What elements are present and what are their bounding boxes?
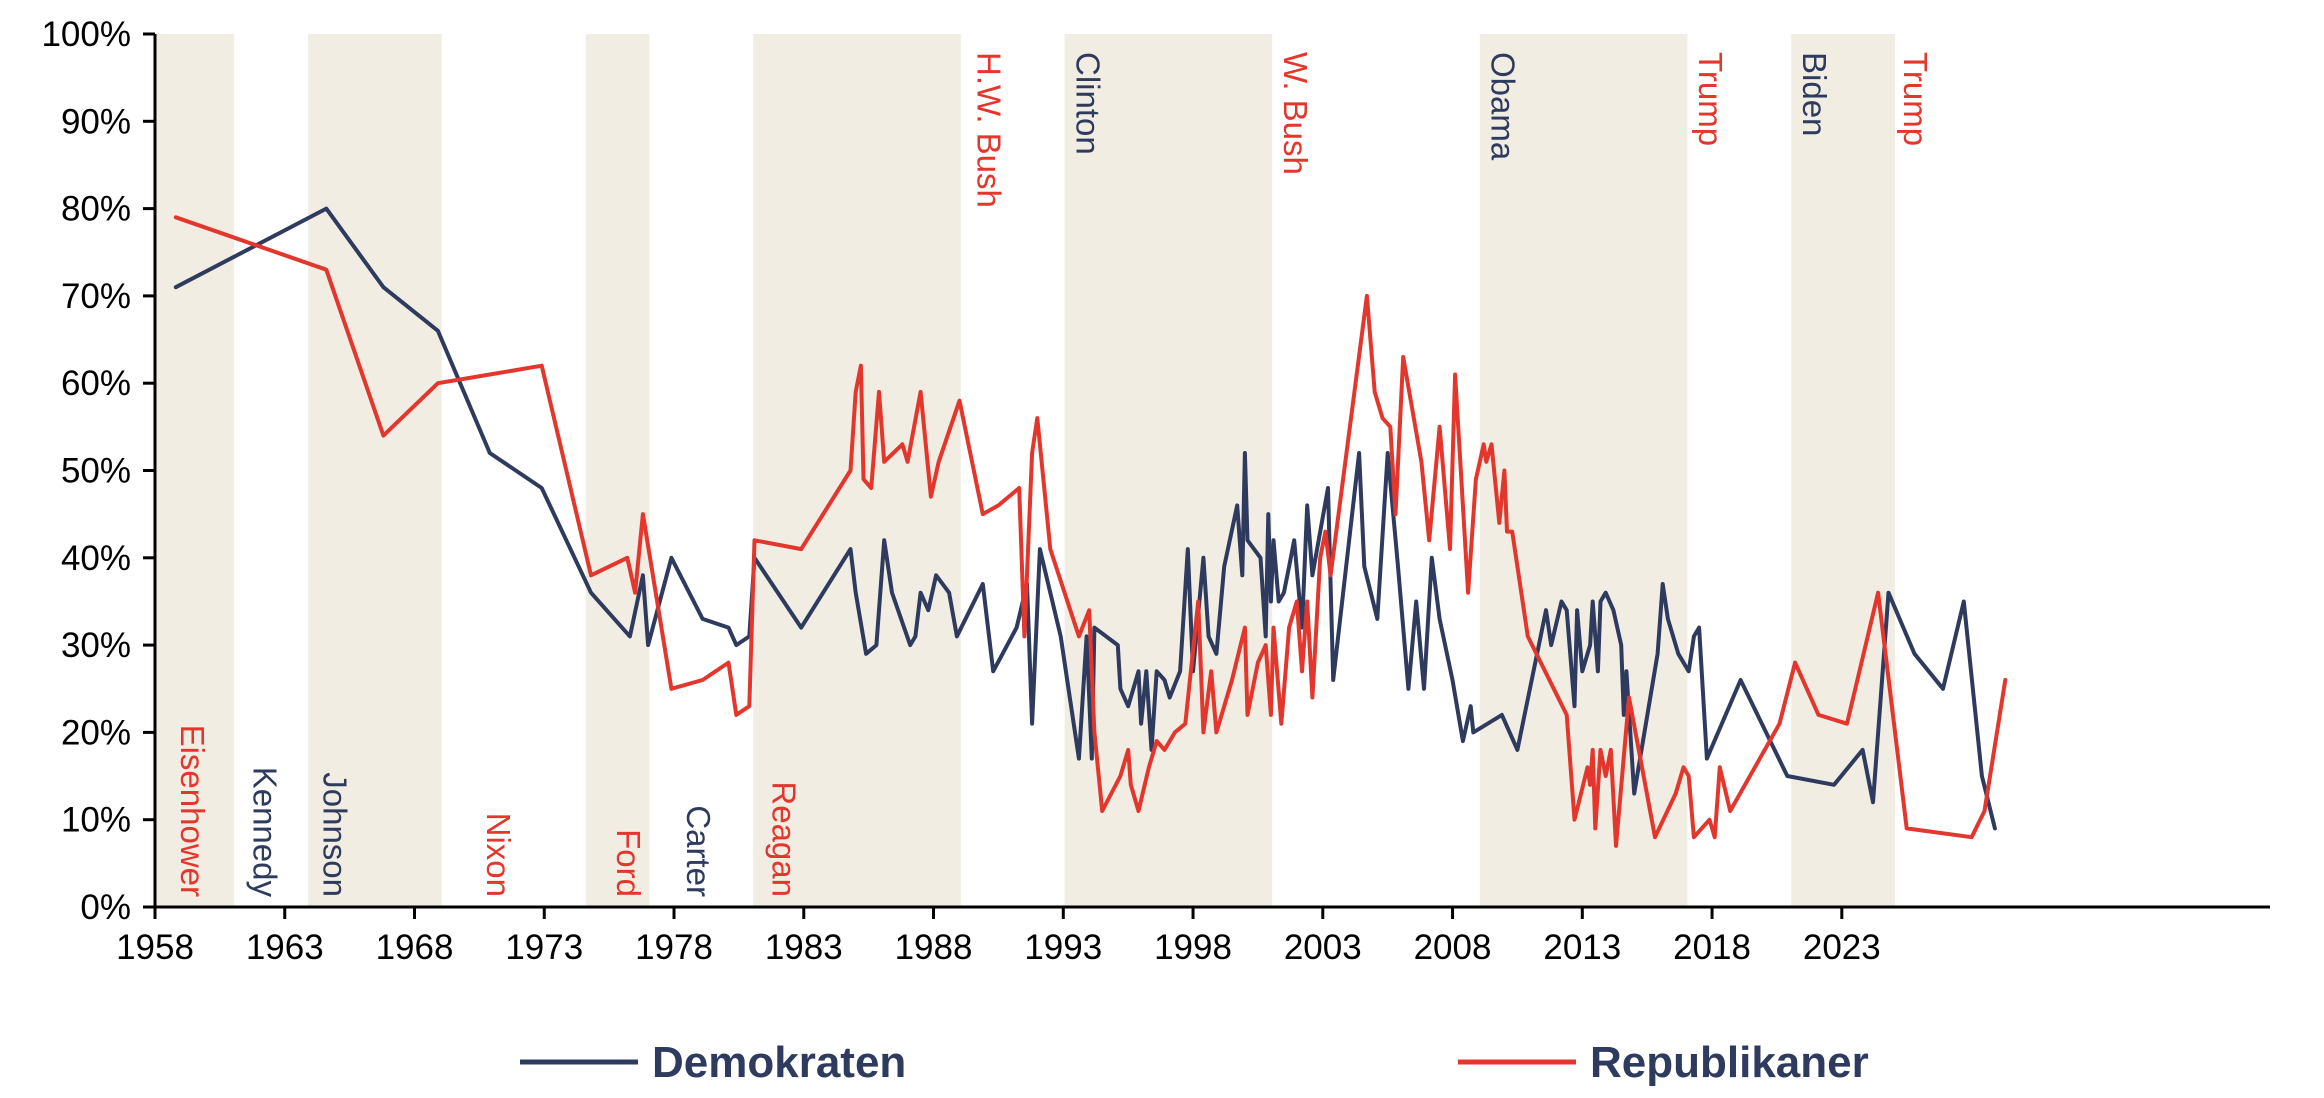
president-label-10: Obama [1484, 52, 1521, 161]
presidency-band-0 [155, 34, 235, 907]
president-label-3: Nixon [480, 813, 517, 897]
y-tick-label-80: 80% [61, 190, 131, 229]
presidency-band-1 [308, 34, 442, 907]
y-tick-label-100: 100% [41, 15, 131, 54]
x-tick-label-1963: 1963 [246, 928, 324, 967]
x-tick-label-1998: 1998 [1154, 928, 1232, 967]
y-tick-label-40: 40% [61, 539, 131, 578]
legend-label-republikaner: Republikaner [1590, 1038, 1869, 1087]
series-lines [173, 206, 2008, 848]
y-tick-label-10: 10% [61, 801, 131, 840]
x-tick-label-1993: 1993 [1024, 928, 1102, 967]
president-label-2: Johnson [317, 772, 354, 897]
president-label-12: Biden [1796, 52, 1833, 136]
president-label-13: Trump [1897, 52, 1934, 146]
presidency-band-2 [585, 34, 650, 907]
president-label-7: H.W. Bush [971, 52, 1008, 208]
x-tick-label-2018: 2018 [1673, 928, 1751, 967]
president-labels: Eisenhower Kennedy Johnson Nixon Ford Carter R… [174, 52, 1934, 897]
president-label-0: Eisenhower [174, 725, 211, 897]
x-tick-label-1968: 1968 [376, 928, 454, 967]
presidency-band-4 [1064, 34, 1273, 907]
series-line-republikaner [173, 215, 2008, 848]
x-tick-label-1973: 1973 [505, 928, 583, 967]
president-label-4: Ford [610, 829, 647, 897]
y-tick-label-60: 60% [61, 364, 131, 403]
president-label-9: W. Bush [1277, 52, 1314, 175]
president-label-8: Clinton [1069, 52, 1106, 155]
x-tick-label-1978: 1978 [635, 928, 713, 967]
y-tick-label-90: 90% [61, 102, 131, 141]
y-axis-ticks: 0% 10% 20% 30% 40% 50% 60% 70% 80% 90% 100% [41, 15, 155, 927]
y-tick-label-0: 0% [80, 888, 131, 927]
x-tick-label-1983: 1983 [765, 928, 843, 967]
president-label-11: Trump [1692, 52, 1729, 146]
y-tick-label-30: 30% [61, 626, 131, 665]
y-tick-label-70: 70% [61, 277, 131, 316]
x-tick-label-2013: 2013 [1543, 928, 1621, 967]
president-label-1: Kennedy [247, 767, 284, 898]
legend: Demokraten Republikaner [520, 1038, 1869, 1087]
x-tick-label-2003: 2003 [1284, 928, 1362, 967]
x-tick-label-1958: 1958 [116, 928, 194, 967]
x-axis-ticks: 1958 1963 1968 1973 1978 1983 1988 1993 1998 2003… [116, 907, 1881, 967]
x-tick-label-1988: 1988 [895, 928, 973, 967]
x-tick-label-2023: 2023 [1803, 928, 1881, 967]
president-label-6: Reagan [766, 781, 803, 897]
x-tick-label-2008: 2008 [1414, 928, 1492, 967]
y-tick-label-20: 20% [61, 713, 131, 752]
legend-label-demokraten: Demokraten [652, 1038, 906, 1087]
presidency-band-3 [753, 34, 961, 907]
series-line-demokraten [173, 206, 1997, 831]
presidency-band-5 [1479, 34, 1688, 907]
president-label-5: Carter [680, 805, 717, 897]
y-tick-label-50: 50% [61, 452, 131, 491]
